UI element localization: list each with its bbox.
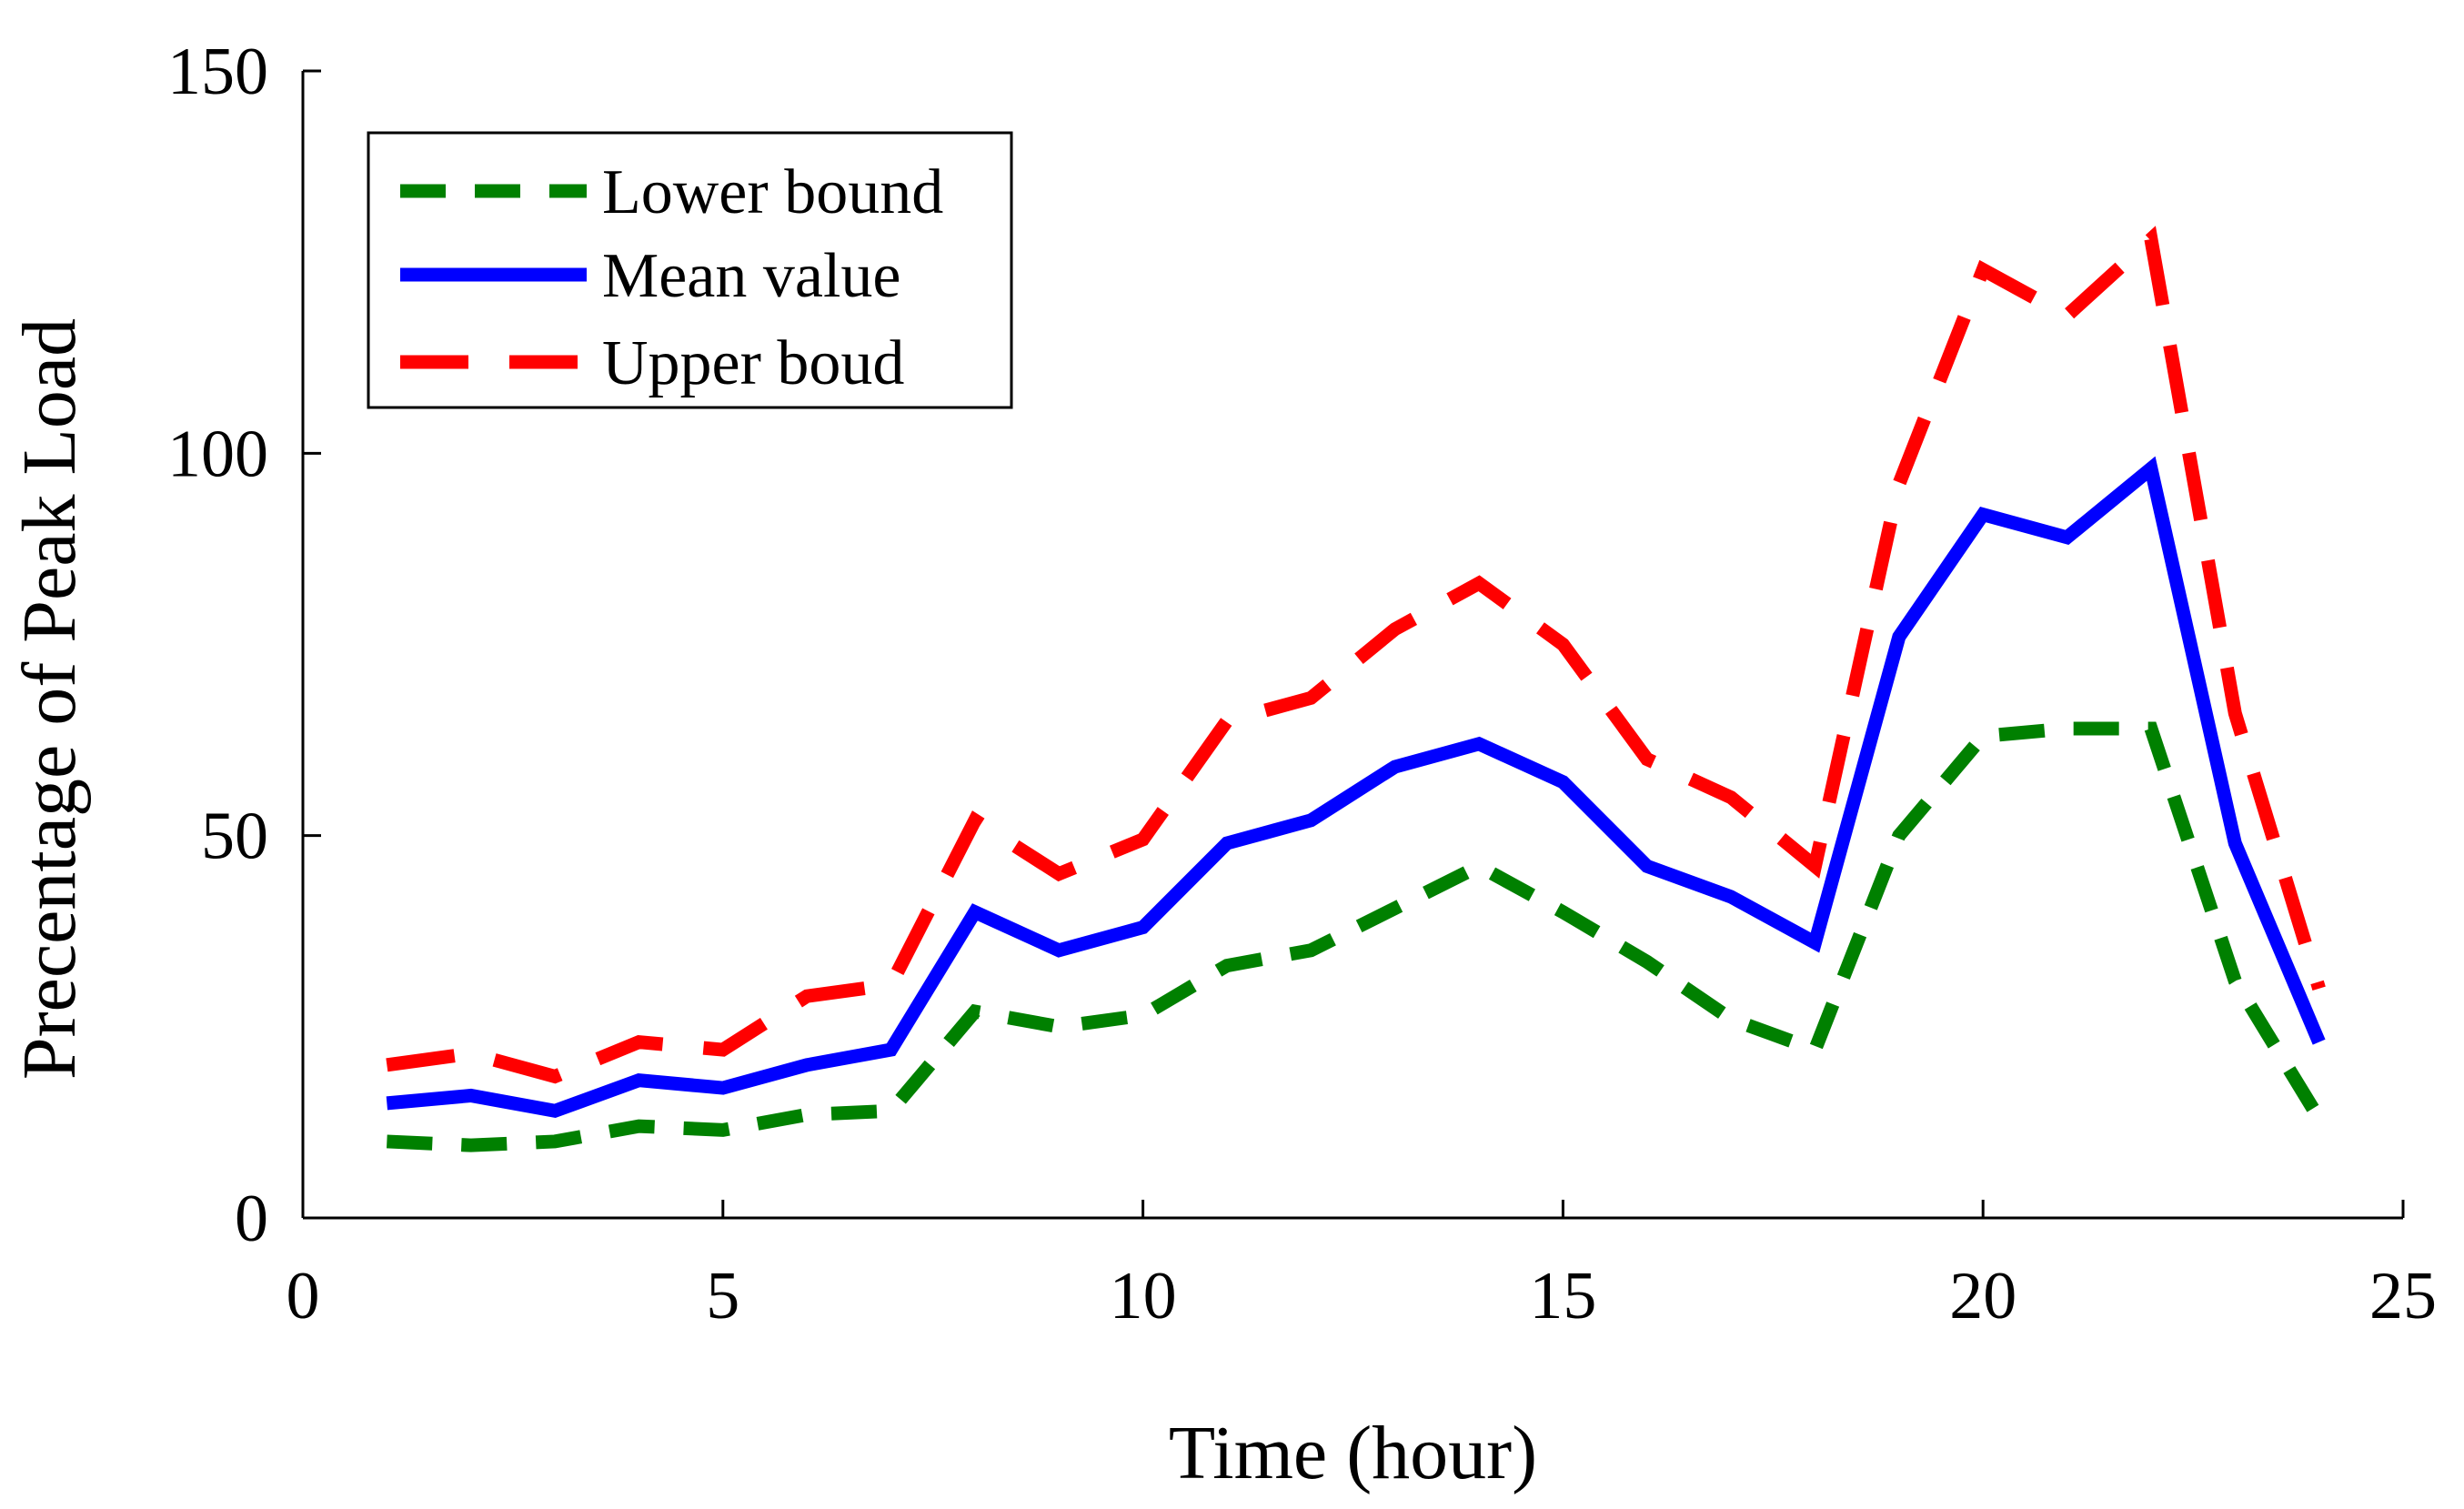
y-tick-label: 50	[201, 800, 268, 874]
x-tick-label: 15	[1529, 1259, 1596, 1333]
x-tick-label: 25	[2369, 1259, 2437, 1333]
y-tick-label: 100	[167, 417, 268, 491]
legend-entry-label: Mean value	[602, 241, 900, 311]
legend-entry-label: Upper boud	[602, 328, 904, 398]
y-tick-label: 150	[167, 35, 268, 109]
x-tick-label: 0	[287, 1259, 320, 1333]
y-axis-label: Precentage of Peak Load	[7, 318, 92, 1080]
y-tick-label: 0	[235, 1182, 268, 1256]
x-tick-label: 20	[1949, 1259, 2016, 1333]
legend: Lower bound Mean value Upper boud	[367, 131, 1013, 409]
legend-entry-label: Lower bound	[602, 157, 943, 227]
series-line-mean-value	[386, 456, 2326, 1119]
x-tick-label: 10	[1110, 1259, 1177, 1333]
series-line-lower-bound	[387, 721, 2326, 1152]
series-line-upper-boud	[386, 226, 2326, 1084]
x-tick-label: 5	[706, 1259, 739, 1333]
series-lines	[386, 226, 2326, 1152]
x-axis-label: Time (hour)	[1169, 1411, 1537, 1495]
axes: 0 5 10 15 20 25 0 50 100 150	[167, 35, 2437, 1333]
